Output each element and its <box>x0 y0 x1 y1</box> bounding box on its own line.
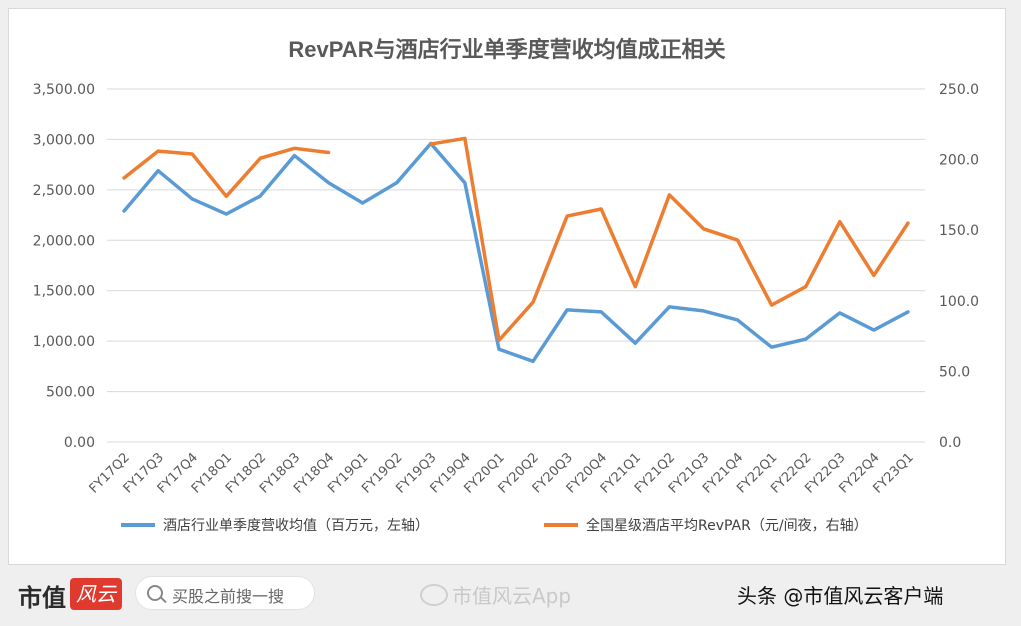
right-tick-label: 150.0 <box>939 223 979 239</box>
right-tick-label: 50.0 <box>939 364 970 380</box>
series-line-1 <box>122 141 910 364</box>
brand-logo: 风云 <box>70 578 122 610</box>
search-box[interactable]: 买股之前搜一搜 <box>135 576 315 610</box>
left-tick-label: 2,500.00 <box>33 183 95 199</box>
left-tick-label: 500.00 <box>46 385 95 401</box>
series-line-2-segment-2 <box>429 136 910 343</box>
right-tick-label: 100.0 <box>939 294 979 310</box>
weibo-icon <box>420 584 448 606</box>
right-tick-label: 200.0 <box>939 153 979 169</box>
left-tick-label: 1,500.00 <box>33 284 95 300</box>
right-tick-label: 0.0 <box>939 435 961 451</box>
left-tick-label: 1,000.00 <box>33 334 95 350</box>
line-chart: RevPAR与酒店行业单季度营收均值成正相关 0.00 500.00 1,000.00… <box>33 37 979 534</box>
right-tick-label: 250.0 <box>939 82 979 98</box>
brand-name: 市值 <box>18 583 66 612</box>
left-tick-label: 2,000.00 <box>33 233 95 249</box>
weibo-watermark-text: 市值风云App <box>452 584 572 608</box>
left-tick-label: 3,500.00 <box>33 82 95 98</box>
toutiao-attribution: 头条 @市值风云客户端 <box>737 584 944 608</box>
chart-title: RevPAR与酒店行业单季度营收均值成正相关 <box>288 37 725 62</box>
legend-label: 全国星级酒店平均RevPAR（元/间夜，右轴） <box>586 517 868 534</box>
search-placeholder: 买股之前搜一搜 <box>172 587 285 606</box>
chart-card: RevPAR与酒店行业单季度营收均值成正相关 0.00 500.00 1,000.00… <box>8 8 1006 565</box>
left-tick-label: 3,000.00 <box>33 132 95 148</box>
legend-label: 酒店行业单季度营收均值（百万元，左轴） <box>163 518 429 534</box>
footer-bar: 市值 风云 买股之前搜一搜 市值风云App 头条 @市值风云客户端 <box>0 566 1021 626</box>
search-icon <box>147 585 163 601</box>
left-tick-label: 0.00 <box>64 435 95 451</box>
